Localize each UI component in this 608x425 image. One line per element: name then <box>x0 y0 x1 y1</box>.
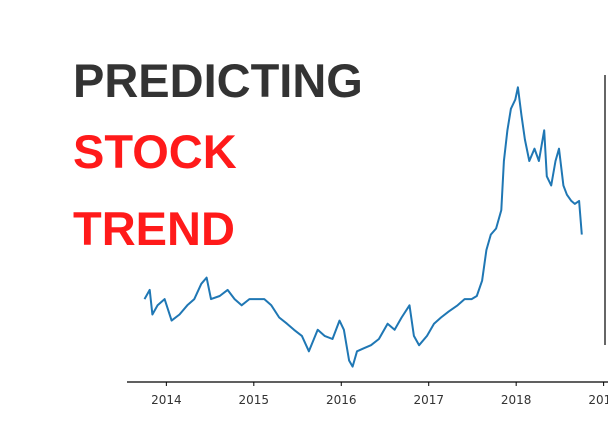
price-line <box>143 86 583 368</box>
title-line: TREND <box>73 202 235 255</box>
x-tick-label: 2015 <box>239 393 270 407</box>
x-tick-label: 2018 <box>501 393 532 407</box>
x-tick-label: 2017 <box>413 393 444 407</box>
title-line: PREDICTING <box>73 54 363 107</box>
x-tick-label: 2019 <box>588 393 608 407</box>
title-line: STOCK <box>73 125 237 178</box>
x-tick-label: 2014 <box>151 393 182 407</box>
x-tick-label: 2016 <box>326 393 357 407</box>
